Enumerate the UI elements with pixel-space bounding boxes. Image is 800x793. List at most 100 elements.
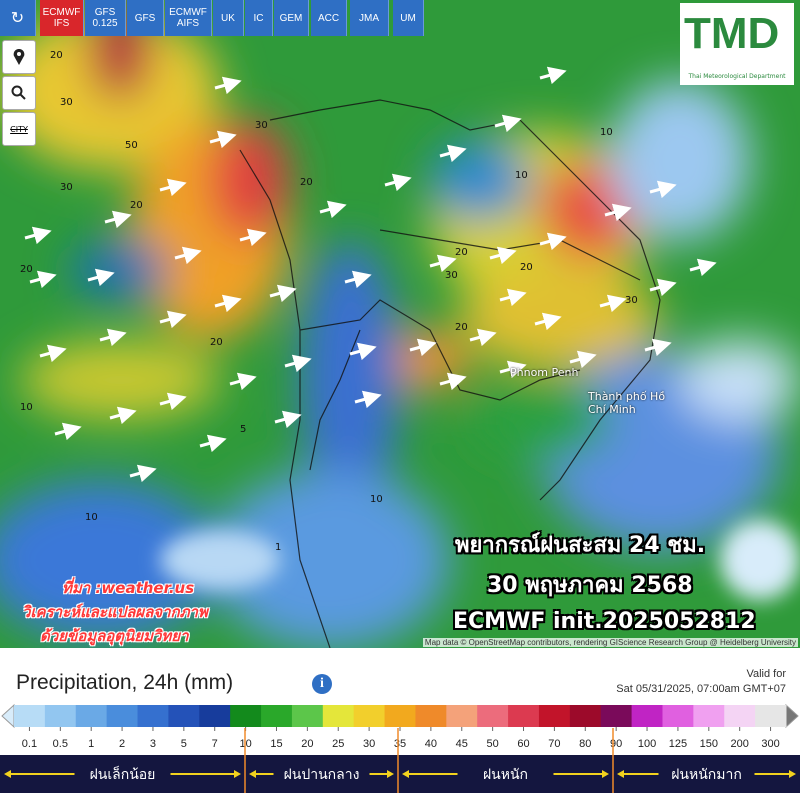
scale-cell bbox=[106, 705, 139, 727]
scale-cell bbox=[600, 705, 633, 727]
source-note: วิเคราะห์และแปลผลจากภาพ bbox=[22, 603, 208, 621]
source: ที่มา :weather.us bbox=[62, 579, 195, 597]
wind-arrow bbox=[159, 310, 187, 329]
scale-cell bbox=[44, 705, 77, 727]
location-button[interactable] bbox=[2, 40, 36, 74]
scale-label: 90 bbox=[610, 738, 622, 750]
model-button[interactable]: JMA bbox=[350, 0, 389, 36]
overlay-init: ECMWF init.2025052812 bbox=[453, 609, 756, 634]
scale-cell bbox=[199, 705, 231, 727]
scale-end bbox=[785, 703, 799, 729]
wind-arrow bbox=[319, 200, 347, 219]
scale-cell bbox=[168, 705, 200, 727]
arrow-head bbox=[617, 770, 624, 778]
info-button[interactable]: i bbox=[312, 674, 332, 694]
wind-arrow bbox=[439, 144, 467, 163]
category-label: ฝนหนักมาก bbox=[671, 767, 742, 783]
category-label: ฝนเล็กน้อย bbox=[90, 765, 156, 783]
model-button[interactable]: UM bbox=[393, 0, 424, 36]
wind-arrow bbox=[274, 410, 302, 429]
logo-text: TMD bbox=[684, 9, 780, 58]
scale-label: 45 bbox=[456, 738, 468, 750]
model-button[interactable]: UK bbox=[213, 0, 244, 36]
contour-label: 30 bbox=[625, 295, 638, 306]
wind-arrow bbox=[439, 372, 467, 391]
wind-arrow bbox=[24, 226, 52, 245]
wind-arrow bbox=[649, 278, 677, 297]
contour-label: 20 bbox=[300, 177, 313, 188]
contour-label: 30 bbox=[60, 182, 73, 193]
contour-label: 10 bbox=[370, 494, 383, 505]
wind-arrow bbox=[229, 372, 257, 391]
wind-arrow bbox=[209, 130, 237, 149]
wind-arrow bbox=[384, 173, 412, 192]
wind-arrow bbox=[159, 178, 187, 197]
zoom-button[interactable] bbox=[2, 76, 36, 110]
contour-label: 20 bbox=[520, 262, 533, 273]
wind-arrow bbox=[644, 338, 672, 357]
wind-arrow bbox=[649, 180, 677, 199]
scale-cell bbox=[137, 705, 169, 727]
wind-arrow bbox=[499, 288, 527, 307]
model-button[interactable]: GFS bbox=[127, 0, 164, 36]
model-button[interactable]: IC bbox=[245, 0, 273, 36]
wind-arrow bbox=[409, 338, 437, 357]
contour-label: 1 bbox=[275, 542, 281, 553]
tmd-logo: TMD Thai Meteorological Department bbox=[680, 3, 794, 85]
scale-label: 125 bbox=[669, 738, 687, 750]
scale-cell bbox=[755, 705, 787, 727]
scale-cell bbox=[14, 705, 46, 727]
contour-label: 20 bbox=[130, 200, 143, 211]
arrow-head bbox=[789, 770, 796, 778]
model-button[interactable]: ACC bbox=[311, 0, 347, 36]
wind-arrow bbox=[429, 254, 457, 273]
model-button[interactable]: GFS 0.125 bbox=[85, 0, 126, 36]
arrow-head bbox=[234, 770, 241, 778]
wind-arrow bbox=[469, 328, 497, 347]
scale-cell bbox=[353, 705, 386, 727]
city-toggle[interactable]: CITY bbox=[2, 112, 36, 146]
reload-button[interactable]: ↻ bbox=[0, 0, 36, 36]
scale-cell bbox=[446, 705, 478, 727]
legend-title: Precipitation, 24h (mm) bbox=[16, 671, 234, 694]
scale-label: 60 bbox=[517, 738, 529, 750]
contour-label: 10 bbox=[600, 127, 613, 138]
scale-cell bbox=[508, 705, 540, 727]
scale-label: 25 bbox=[332, 738, 344, 750]
source-note: ด้วยข้อมูลอุตุนิยมวิทยา bbox=[40, 627, 189, 645]
scale-cell bbox=[261, 705, 293, 727]
scale-label: 100 bbox=[638, 738, 656, 750]
scale-label: 150 bbox=[700, 738, 718, 750]
contour-label: 50 bbox=[125, 140, 138, 151]
wind-arrow bbox=[534, 312, 562, 331]
scale-label: 0.1 bbox=[22, 738, 37, 750]
contour-label: 20 bbox=[210, 337, 223, 348]
valid-time: Valid for Sat 05/31/2025, 07:00am GMT+07 bbox=[616, 667, 786, 697]
scale-end bbox=[1, 703, 15, 729]
wind-arrow bbox=[87, 268, 115, 287]
valid-value: Sat 05/31/2025, 07:00am GMT+07 bbox=[616, 683, 786, 695]
model-button[interactable]: ECMWF IFS bbox=[40, 0, 84, 36]
scale-label: 3 bbox=[150, 738, 156, 750]
city-label: Thành phố Hồ Chí Minh bbox=[588, 390, 666, 416]
scale-label: 300 bbox=[761, 738, 779, 750]
scale-cell bbox=[693, 705, 725, 727]
wind-arrow bbox=[54, 422, 82, 441]
scale-label: 15 bbox=[270, 738, 282, 750]
arrow-head bbox=[387, 770, 394, 778]
wind-arrow bbox=[199, 434, 227, 453]
scale-label: 30 bbox=[363, 738, 375, 750]
scale-cell bbox=[569, 705, 602, 727]
scale-label: 0.5 bbox=[53, 738, 68, 750]
wind-arrow bbox=[99, 328, 127, 347]
category-label: ฝนหนัก bbox=[483, 767, 528, 783]
scale-cell bbox=[538, 705, 571, 727]
scale-label: 50 bbox=[487, 738, 499, 750]
wind-arrow bbox=[604, 203, 632, 222]
wind-arrow bbox=[104, 210, 132, 229]
model-button[interactable]: ECMWF AIFS bbox=[165, 0, 212, 36]
model-button[interactable]: GEM bbox=[274, 0, 309, 36]
wind-arrow bbox=[354, 390, 382, 409]
contour-label: 20 bbox=[20, 264, 33, 275]
scale-cell bbox=[415, 705, 447, 727]
